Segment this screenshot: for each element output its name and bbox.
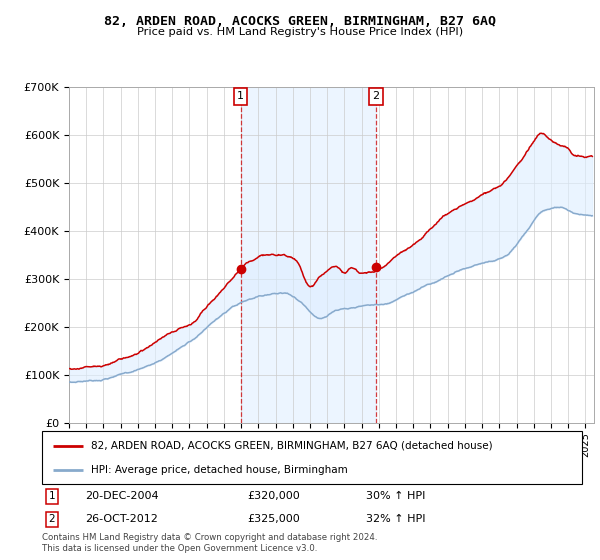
Text: Price paid vs. HM Land Registry's House Price Index (HPI): Price paid vs. HM Land Registry's House … — [137, 27, 463, 38]
Text: 1: 1 — [237, 91, 244, 101]
Text: 32% ↑ HPI: 32% ↑ HPI — [366, 515, 425, 524]
Text: 82, ARDEN ROAD, ACOCKS GREEN, BIRMINGHAM, B27 6AQ: 82, ARDEN ROAD, ACOCKS GREEN, BIRMINGHAM… — [104, 15, 496, 28]
Text: 82, ARDEN ROAD, ACOCKS GREEN, BIRMINGHAM, B27 6AQ (detached house): 82, ARDEN ROAD, ACOCKS GREEN, BIRMINGHAM… — [91, 441, 492, 451]
Text: 1: 1 — [49, 492, 55, 501]
Text: 2: 2 — [372, 91, 379, 101]
FancyBboxPatch shape — [42, 431, 582, 484]
Bar — [241, 87, 376, 423]
Text: HPI: Average price, detached house, Birmingham: HPI: Average price, detached house, Birm… — [91, 465, 347, 475]
Text: £320,000: £320,000 — [247, 492, 300, 501]
Text: 30% ↑ HPI: 30% ↑ HPI — [366, 492, 425, 501]
Text: Contains HM Land Registry data © Crown copyright and database right 2024.
This d: Contains HM Land Registry data © Crown c… — [42, 533, 377, 553]
Text: 20-DEC-2004: 20-DEC-2004 — [85, 492, 159, 501]
Text: 2: 2 — [49, 515, 55, 524]
Text: £325,000: £325,000 — [247, 515, 300, 524]
Text: 26-OCT-2012: 26-OCT-2012 — [85, 515, 158, 524]
